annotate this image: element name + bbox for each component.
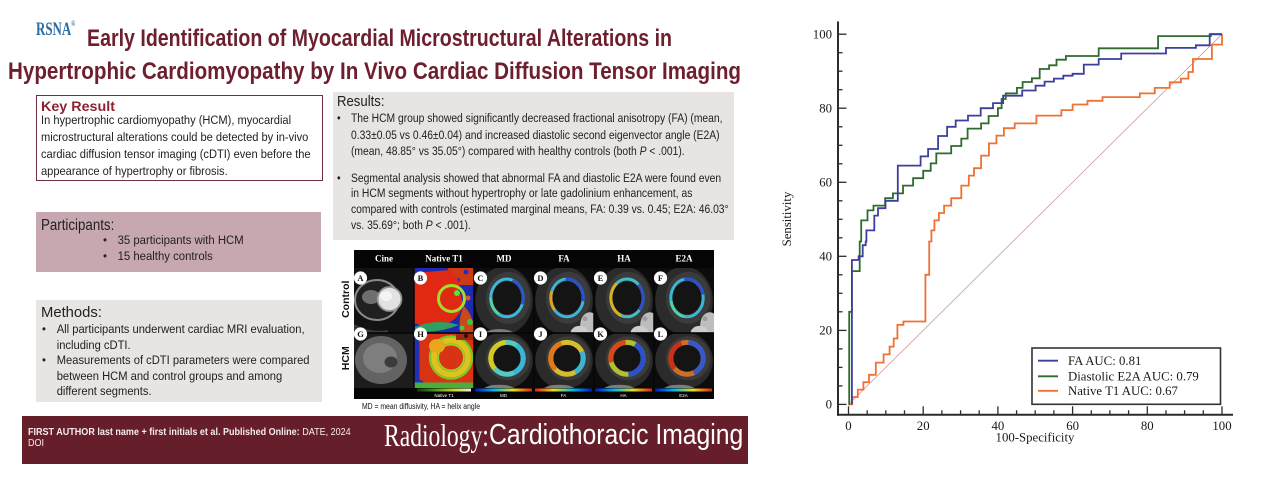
svg-text:Native T1 AUC: 0.67: Native T1 AUC: 0.67	[1068, 384, 1179, 398]
svg-text:0: 0	[845, 419, 851, 433]
svg-text:F: F	[658, 273, 663, 283]
svg-text:Diastolic E2A AUC: 0.79: Diastolic E2A AUC: 0.79	[1068, 370, 1199, 384]
svg-text:40: 40	[819, 250, 832, 264]
svg-text:C: C	[477, 273, 483, 283]
svg-text:MD: MD	[497, 254, 512, 264]
svg-text:0: 0	[826, 398, 832, 412]
svg-text:D: D	[537, 273, 543, 283]
svg-text:G: G	[357, 329, 364, 339]
svg-text:B: B	[418, 273, 424, 283]
svg-text:60: 60	[1066, 419, 1079, 433]
svg-text:Sensitivity: Sensitivity	[780, 191, 794, 246]
svg-text:40: 40	[992, 419, 1005, 433]
svg-text:100: 100	[1212, 419, 1231, 433]
svg-text:E: E	[598, 273, 604, 283]
svg-text:Cine: Cine	[375, 254, 393, 264]
svg-text:Native T1: Native T1	[434, 393, 454, 398]
svg-text:20: 20	[917, 419, 930, 433]
svg-text:K: K	[597, 329, 604, 339]
svg-text:E2A: E2A	[675, 254, 693, 264]
svg-text:FA: FA	[561, 393, 567, 398]
svg-text:20: 20	[819, 324, 832, 338]
svg-text:H: H	[417, 329, 424, 339]
svg-text:A: A	[357, 273, 364, 283]
svg-text:Native T1: Native T1	[425, 254, 463, 264]
svg-text:80: 80	[819, 102, 832, 116]
svg-text:FA: FA	[558, 254, 570, 264]
svg-text:MD: MD	[500, 393, 508, 398]
svg-text:100: 100	[813, 28, 832, 42]
svg-text:HA: HA	[617, 254, 631, 264]
svg-text:FA AUC: 0.81: FA AUC: 0.81	[1068, 354, 1141, 368]
svg-text:80: 80	[1141, 419, 1154, 433]
svg-text:HA: HA	[620, 393, 626, 398]
svg-text:E2A: E2A	[679, 393, 688, 398]
svg-text:J: J	[538, 329, 543, 339]
svg-text:60: 60	[819, 176, 832, 190]
svg-text:I: I	[479, 329, 483, 339]
svg-text:L: L	[658, 329, 664, 339]
svg-text:100-Specificity: 100-Specificity	[996, 431, 1075, 445]
